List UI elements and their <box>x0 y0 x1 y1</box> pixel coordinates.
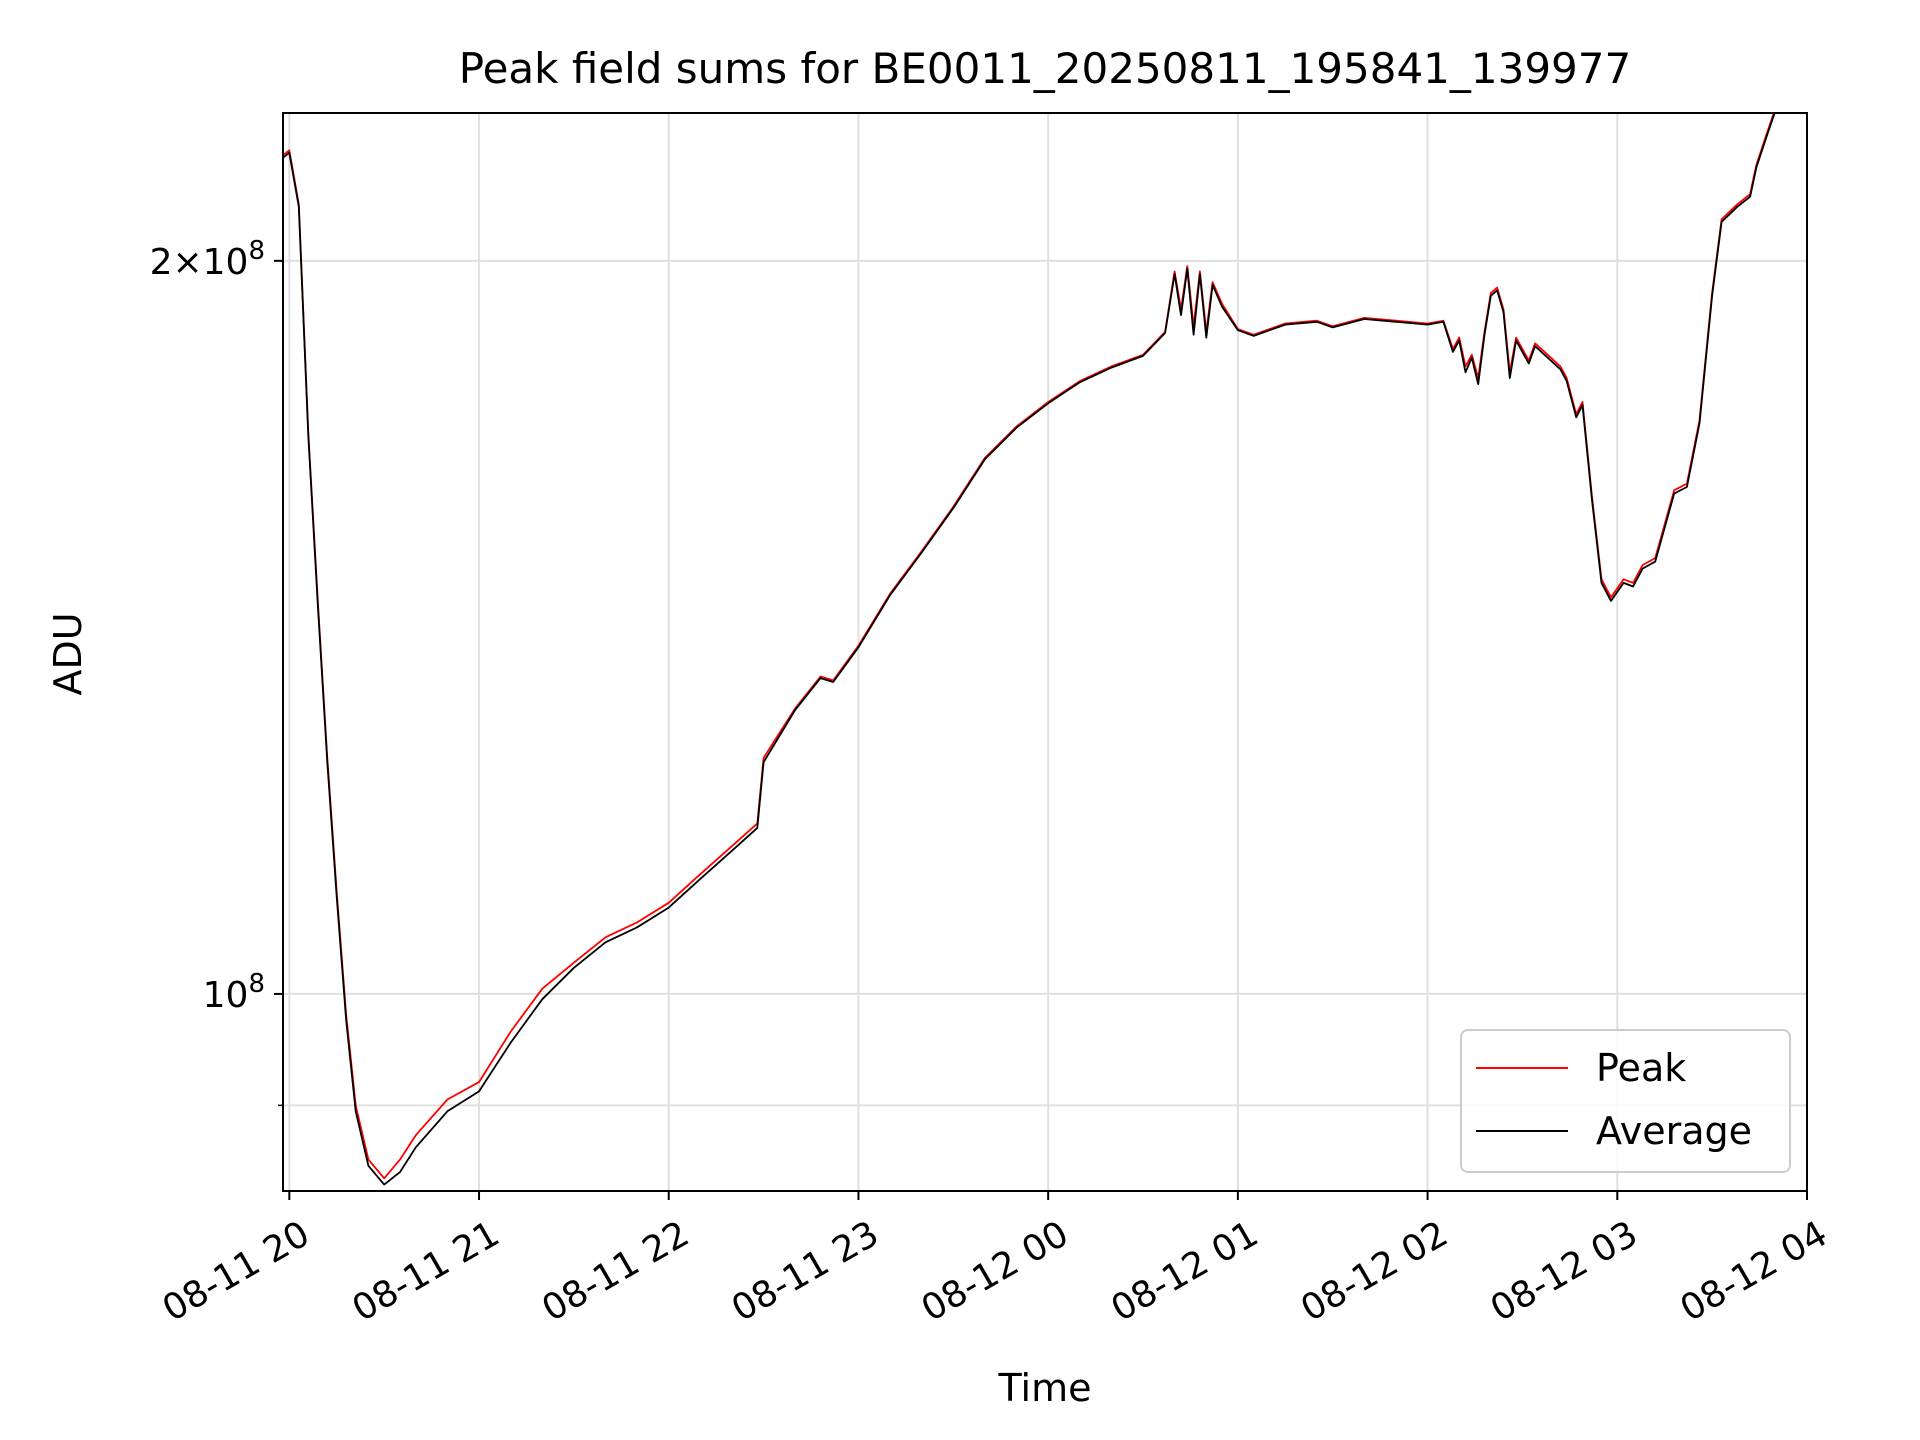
plot-area <box>283 113 1807 1191</box>
x-axis-label: Time <box>998 1366 1092 1410</box>
y-axis-label: ADU <box>46 612 90 696</box>
legend-label-peak: Peak <box>1596 1046 1687 1090</box>
legend-item-average: Average <box>1476 1109 1753 1153</box>
x-tick-label: 08-12 01 <box>1104 1213 1265 1329</box>
plot-frame <box>282 112 1808 1192</box>
x-tick-label: 08-11 22 <box>535 1213 696 1329</box>
x-tick-label: 08-11 21 <box>346 1213 507 1329</box>
chart-title: Peak field sums for BE0011_20250811_1958… <box>458 44 1632 93</box>
legend-item-peak: Peak <box>1476 1046 1687 1090</box>
series-layer <box>283 113 1776 1186</box>
y-tick-label: 2×108 <box>150 236 265 283</box>
legend-swatch-peak <box>1476 1067 1568 1069</box>
y-tick-label: 108 <box>203 969 265 1016</box>
series-line-average <box>283 113 1776 1186</box>
legend-swatch-average <box>1476 1130 1568 1132</box>
legend-label-average: Average <box>1596 1109 1753 1153</box>
x-tick-label: 08-12 03 <box>1484 1213 1645 1329</box>
x-tick-label: 08-12 04 <box>1674 1213 1835 1329</box>
x-tick-label: 08-11 23 <box>725 1213 886 1329</box>
x-tick-label: 08-11 20 <box>156 1213 317 1329</box>
legend: Peak Average <box>1460 1029 1791 1173</box>
x-tick-label: 08-12 02 <box>1294 1213 1455 1329</box>
x-tick-label: 08-12 00 <box>915 1213 1076 1329</box>
